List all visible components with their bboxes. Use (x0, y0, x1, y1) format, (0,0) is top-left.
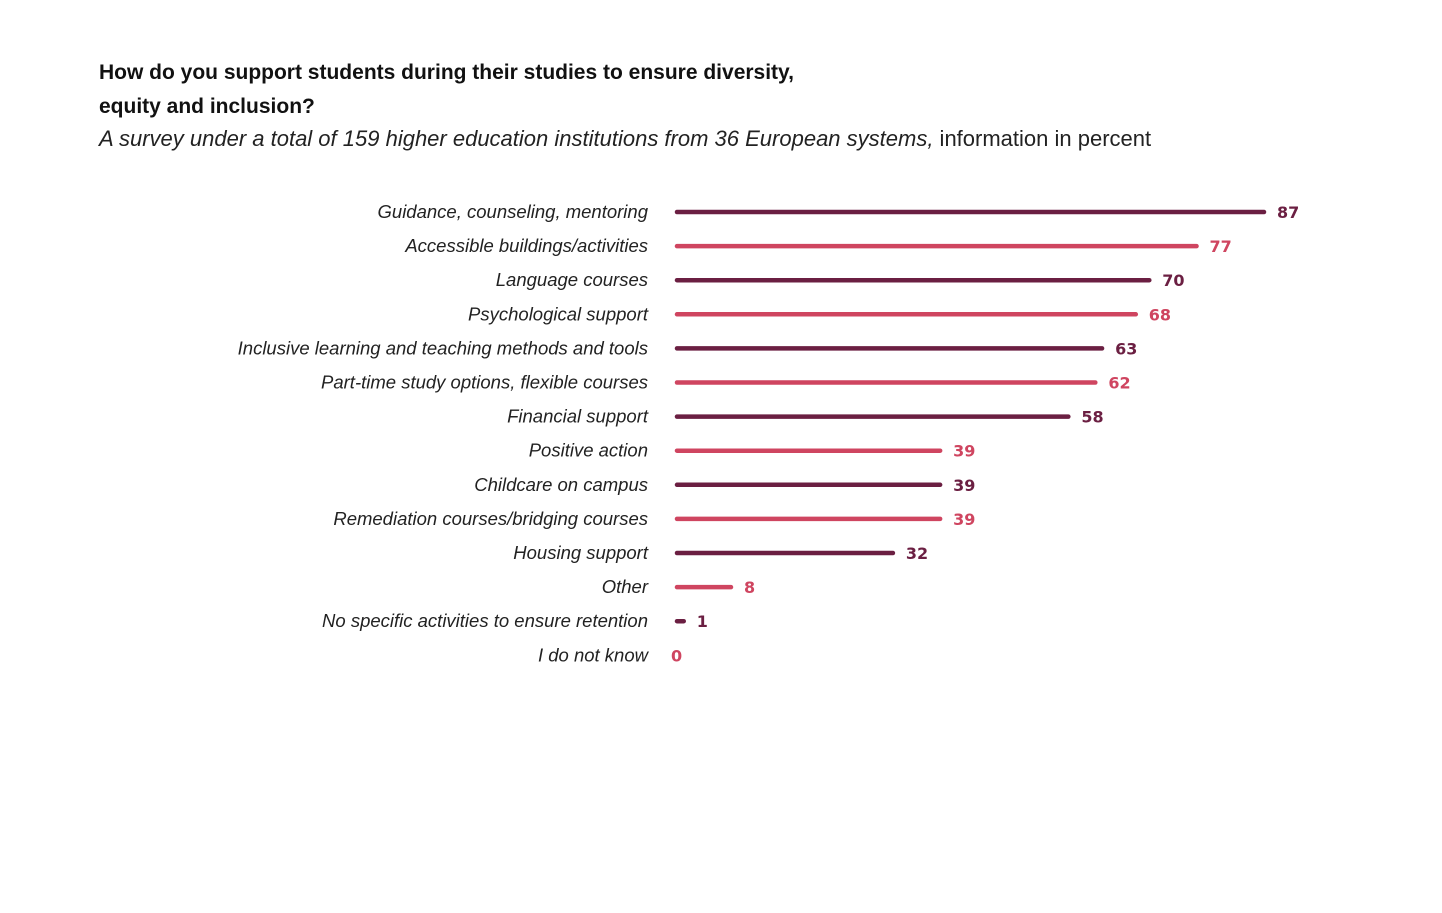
value-label: 1 (697, 612, 708, 631)
value-label: 58 (1081, 408, 1103, 427)
category-label: No specific activities to ensure retenti… (322, 610, 648, 631)
category-label: Guidance, counseling, mentoring (378, 201, 649, 222)
value-label: 8 (744, 578, 755, 597)
value-label: 39 (953, 510, 975, 529)
category-label: Childcare on campus (474, 474, 648, 495)
value-label: 39 (953, 476, 975, 495)
category-label: Remediation courses/bridging courses (333, 508, 648, 529)
value-label: 77 (1210, 237, 1232, 256)
chart-subtitle: A survey under a total of 159 higher edu… (99, 123, 1151, 155)
category-label: Psychological support (468, 303, 649, 324)
category-label: Other (602, 576, 649, 597)
value-label: 39 (953, 442, 975, 461)
subtitle-italic: A survey under a total of 159 higher edu… (99, 126, 934, 151)
category-label: Part-time study options, flexible course… (321, 372, 648, 393)
chart-title: How do you support students during their… (99, 61, 795, 118)
value-label: 0 (671, 646, 682, 665)
value-label: 87 (1277, 203, 1299, 222)
category-label: Language courses (496, 269, 648, 290)
value-label: 63 (1115, 339, 1137, 358)
category-label: Housing support (513, 542, 649, 563)
category-label: I do not know (538, 644, 650, 665)
category-label: Accessible buildings/activities (404, 235, 648, 256)
category-label: Inclusive learning and teaching methods … (238, 337, 648, 358)
subtitle-plain: information in percent (933, 126, 1152, 151)
category-label: Positive action (529, 440, 648, 461)
value-label: 62 (1108, 374, 1130, 393)
value-label: 70 (1162, 271, 1184, 290)
category-label: Financial support (507, 406, 649, 427)
value-label: 32 (906, 544, 928, 563)
value-label: 68 (1149, 305, 1171, 324)
